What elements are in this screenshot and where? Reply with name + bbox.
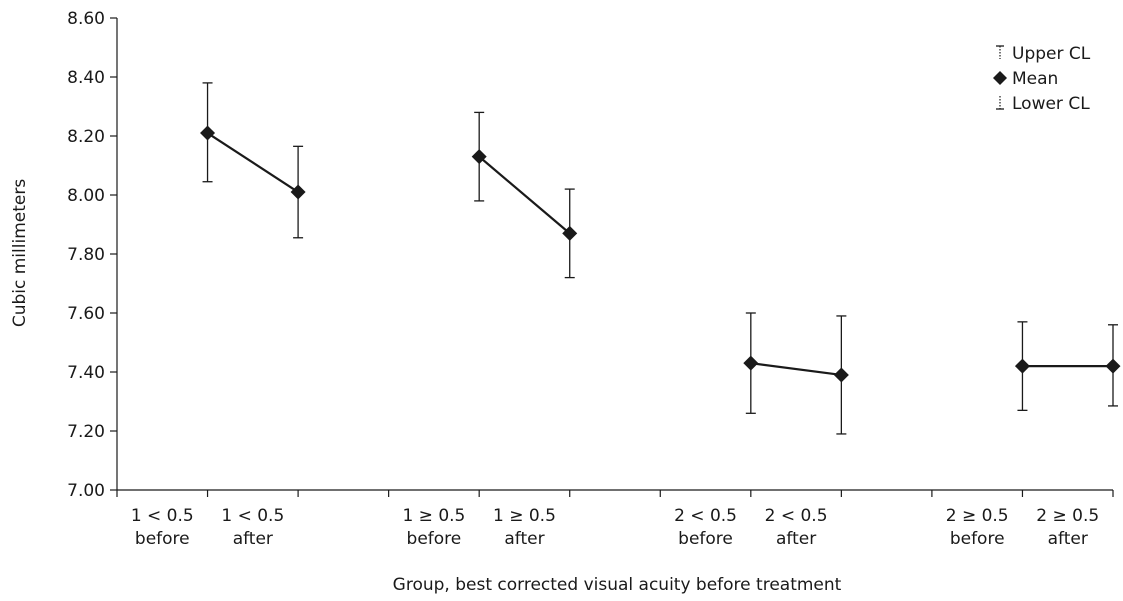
- legend: Upper CL Mean Lower CL: [993, 44, 1091, 114]
- mean-marker: [290, 184, 306, 200]
- legend-mean-icon: [993, 71, 1007, 85]
- x-tick-label: 1 < 0.5: [221, 506, 284, 526]
- y-tick-label: 7.00: [67, 481, 105, 501]
- y-tick-label: 7.40: [67, 363, 105, 383]
- x-tick-label: 2 < 0.5: [674, 506, 737, 526]
- x-tick-label: before: [135, 529, 190, 549]
- y-tick-label: 8.60: [67, 9, 105, 29]
- x-tick-label: before: [678, 529, 733, 549]
- mean-marker: [833, 367, 849, 383]
- x-tick-label: after: [776, 529, 816, 549]
- y-axis: 7.00 7.20 7.40 7.60 7.80 8.00 8.20 8.40 8.60: [67, 9, 118, 501]
- x-tick-label: 2 ≥ 0.5: [1036, 506, 1099, 526]
- mean-marker: [1014, 358, 1030, 374]
- mean-connector-line: [206, 132, 299, 193]
- x-tick-label: before: [950, 529, 1005, 549]
- y-tick-label: 8.40: [67, 68, 105, 88]
- x-tick-label: after: [233, 529, 273, 549]
- x-tick-label: after: [504, 529, 544, 549]
- x-axis-title: Group, best corrected visual acuity befo…: [393, 575, 842, 595]
- x-tick-label: 2 ≥ 0.5: [946, 506, 1009, 526]
- y-tick-label: 8.00: [67, 186, 105, 206]
- y-axis-title: Cubic millimeters: [10, 179, 30, 327]
- mean-marker: [743, 355, 759, 371]
- mean-marker: [1105, 358, 1121, 374]
- y-tick-label: 7.20: [67, 422, 105, 442]
- legend-label: Mean: [1012, 69, 1058, 89]
- x-tick-label: 1 < 0.5: [131, 506, 194, 526]
- x-tick-label: 2 < 0.5: [765, 506, 828, 526]
- x-tick-label: 1 ≥ 0.5: [493, 506, 556, 526]
- mean-marker: [562, 225, 578, 241]
- y-tick-label: 8.20: [67, 127, 105, 147]
- mean-marker: [200, 125, 216, 141]
- plot-area: [200, 82, 1121, 435]
- legend-label: Upper CL: [1012, 44, 1091, 64]
- x-tick-label: before: [407, 529, 462, 549]
- legend-label: Lower CL: [1012, 94, 1090, 114]
- mean-marker: [471, 149, 487, 165]
- mean-connector-line: [478, 155, 571, 235]
- mean-connector-line: [750, 362, 842, 377]
- x-tick-label: after: [1048, 529, 1088, 549]
- y-tick-label: 7.80: [67, 245, 105, 265]
- x-axis: 1 < 0.5 before 1 < 0.5 after 1 ≥ 0.5 before 1 …: [116, 489, 1114, 549]
- x-tick-label: 1 ≥ 0.5: [402, 506, 465, 526]
- y-tick-label: 7.60: [67, 304, 105, 324]
